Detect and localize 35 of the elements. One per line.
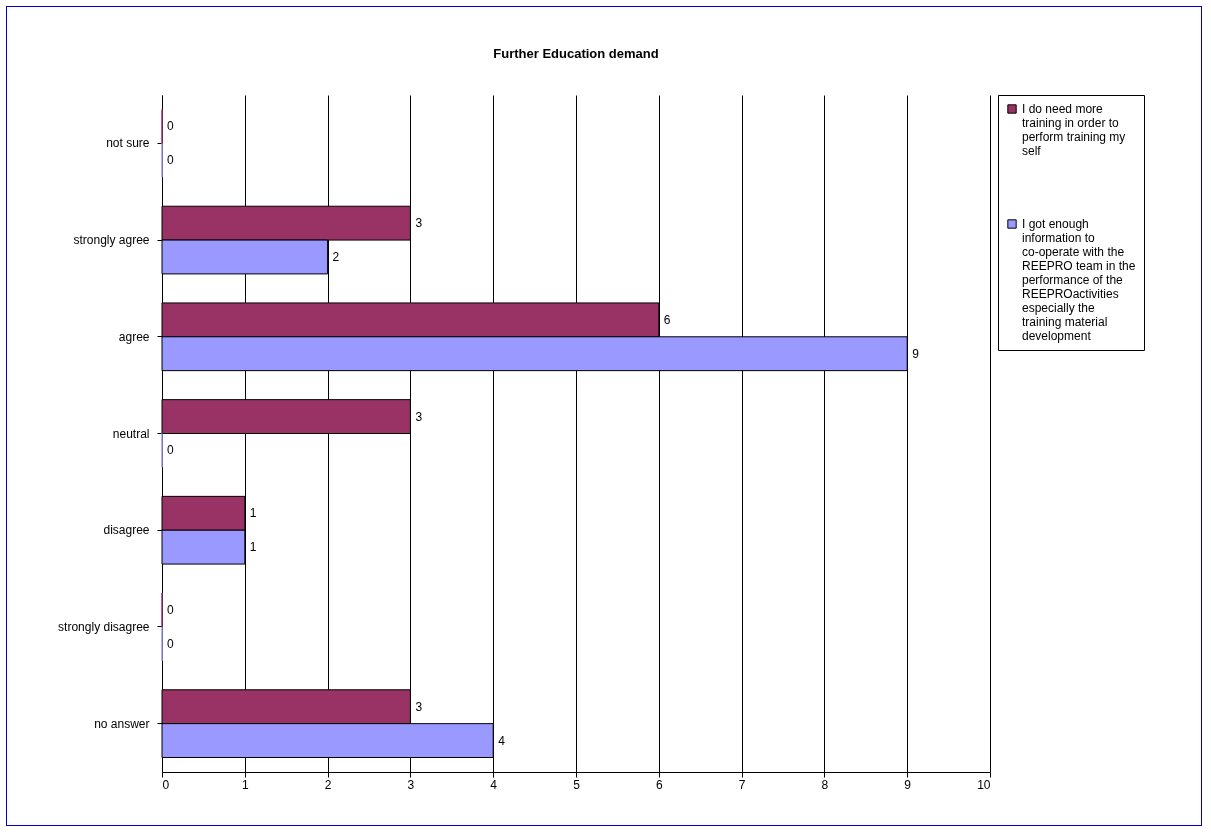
x-tick-label: 7 xyxy=(738,777,746,792)
y-tick-label: agree xyxy=(118,329,150,344)
x-tick-label: 4 xyxy=(490,777,498,792)
x-tick-label: 0 xyxy=(162,777,170,792)
x-tick-label: 5 xyxy=(573,777,581,792)
text: I got enough information to co-operate with the REEPRO team in the performance of the REEPROactivities especially the training material development xyxy=(1022,217,1136,343)
data-label: 0 xyxy=(167,636,174,651)
data-label: 0 xyxy=(167,153,174,168)
data-label: 2 xyxy=(332,250,340,264)
y-tick-label: no answer xyxy=(94,716,150,731)
x-tick-label: 6 xyxy=(655,777,663,792)
x-tick-label: 1 xyxy=(241,777,249,792)
data-label: 4 xyxy=(498,733,506,748)
y-tick-label: strongly agree xyxy=(73,233,150,248)
data-label: 1 xyxy=(249,506,257,521)
x-tick-label: 9 xyxy=(904,777,912,792)
y-tick-label: strongly disagree xyxy=(58,619,150,634)
data-label: 9 xyxy=(912,346,920,361)
x-tick-label: 3 xyxy=(407,777,415,792)
x-tick-label: 10 xyxy=(977,777,991,792)
data-label: 3 xyxy=(415,409,423,424)
data-label: 6 xyxy=(663,312,671,327)
data-label: 0 xyxy=(167,443,174,458)
y-tick-label: neutral xyxy=(112,426,150,441)
y-tick-label: disagree xyxy=(103,523,150,538)
x-tick-label: 2 xyxy=(324,777,332,792)
x-tick-label: 8 xyxy=(821,777,829,792)
data-label: 1 xyxy=(249,540,257,555)
legend-label: I do need more training in order to perform training my self xyxy=(1022,102,1126,158)
data-label: 0 xyxy=(167,603,174,617)
data-label: 3 xyxy=(415,216,423,231)
y-tick-label: not sure xyxy=(106,136,150,151)
data-label: 0 xyxy=(167,119,174,134)
chart-title: Further Education demand xyxy=(493,45,659,61)
data-label: 3 xyxy=(415,699,423,714)
